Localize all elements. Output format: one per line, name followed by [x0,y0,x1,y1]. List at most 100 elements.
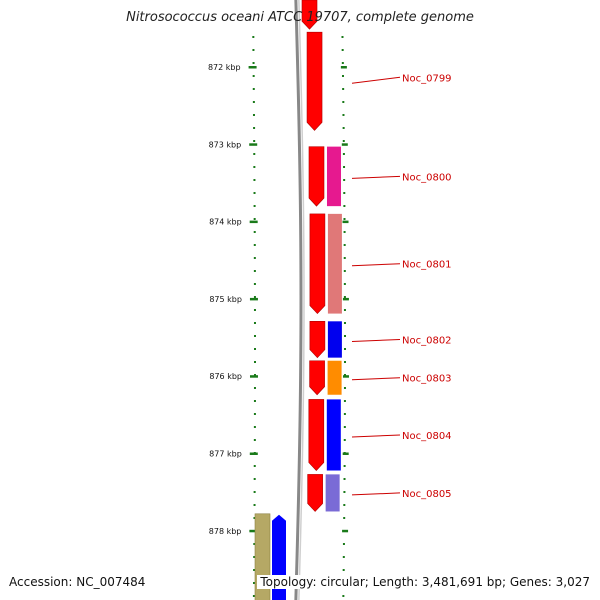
guide-dot [343,296,346,298]
guide-dot [343,465,346,467]
guide-dot [253,517,256,519]
cds-arrow [301,0,318,30]
guide-dot [253,322,256,324]
scale-tick-label: 874 kbp [209,218,242,227]
guide-dot [253,387,256,389]
guide-dot [342,153,345,155]
guide-dot [253,374,256,376]
scale-tick-label: 872 kbp [208,63,241,72]
scale-tick [249,452,258,455]
guide-dot [342,543,345,545]
guide-dot [253,166,256,168]
feature-labels: Noc_0799 Noc_0800 Noc_0801 Noc_0802 Noc_0803… [351,73,452,500]
guide-dot [253,283,256,285]
guide-dot [253,556,256,558]
cds-arrow-noc-0799 [306,31,323,131]
feature-label-noc-0802[interactable]: Noc_0802 [402,335,452,346]
label-leader-line [351,338,401,342]
guide-dot [253,270,256,272]
category-bar-noc-0805 [325,474,340,512]
guide-dot [252,49,255,51]
guide-dot [252,595,255,597]
category-bar-noc-0804 [326,399,341,471]
guide-dot [253,179,256,181]
label-leader-line [351,377,401,381]
guide-dot [253,569,256,571]
feature-label-noc-0801[interactable]: Noc_0801 [402,260,452,271]
backbone-line [294,0,303,600]
guide-dot [343,309,346,311]
guide-dot [343,322,346,324]
category-track [325,146,342,512]
genome-backbone [294,0,305,600]
guide-dot [253,192,256,194]
guide-dot [253,205,256,207]
map-title: Nitrosococcus oceani ATCC 19707, complet… [126,10,474,25]
guide-dot [342,595,345,597]
guide-dot [253,335,256,337]
guide-dot [253,491,256,493]
guide-dot [343,283,346,285]
guide-dot [343,426,346,428]
guide-dot [341,49,344,51]
feature-label-noc-0803[interactable]: Noc_0803 [402,374,452,385]
cds-arrow-noc-0800 [308,146,325,207]
guide-dot [253,439,256,441]
scale-tick [249,529,258,533]
guide-dot [253,400,256,402]
guide-dot [253,153,256,155]
backbone-highlight [298,0,305,600]
category-bar-noc-0802 [327,321,342,358]
guide-dot [253,140,256,142]
scale-tick-right [342,529,349,533]
guide-dot [343,374,346,376]
guide-dot [253,218,256,220]
scale-ticks: 872 kbp 873 kbp 874 kbp 875 kbp 876 kbp 877 k… [208,63,349,536]
guide-dot [343,491,346,493]
guide-dot [253,504,256,506]
scale-tick-right [342,375,349,378]
feature-label-noc-0799[interactable]: Noc_0799 [402,73,452,84]
scale-tick-right [341,143,348,146]
guide-dot [342,140,345,142]
scale-tick-right [342,297,349,301]
scale-tick [249,220,258,224]
feature-label-noc-0800[interactable]: Noc_0800 [402,172,452,183]
guide-dot [253,478,256,480]
label-leader-line [351,76,401,84]
scale-tick [249,297,258,301]
guide-dot [343,517,346,519]
guide-dot [343,270,346,272]
scale-tick-label: 876 kbp [209,372,242,381]
guide-dot [252,114,255,116]
guide-dot [253,127,256,129]
guide-dot [253,231,256,233]
guide-dot [253,465,256,467]
cds-arrow-noc-0801 [309,213,326,315]
scale-tick [248,66,257,69]
guide-dot [343,231,346,233]
feature-label-noc-0804[interactable]: Noc_0804 [402,431,452,442]
category-bar-noc-0803 [327,360,342,395]
guide-dot [252,75,255,77]
feature-label-noc-0805[interactable]: Noc_0805 [402,489,452,500]
scale-tick-label: 875 kbp [209,295,242,304]
cds-arrow-noc-0803 [309,360,325,396]
category-bar-noc-0800 [326,146,341,207]
guide-dot [343,478,346,480]
guide-dot [253,257,256,259]
scale-tick [249,143,258,146]
scale-tick-label: 878 kbp [209,527,242,536]
scale-tick-right [342,452,349,455]
guide-dot [343,218,346,220]
guide-dot [343,244,346,246]
guide-dot [253,413,256,415]
guide-dot [341,75,344,77]
label-leader-line [351,263,401,267]
feature-track [301,0,326,512]
scale-tick-right [342,220,349,224]
guide-dot [252,36,255,38]
genome-summary-text: Topology: circular; Length: 3,481,691 bp… [257,575,590,589]
guide-dot [343,400,346,402]
